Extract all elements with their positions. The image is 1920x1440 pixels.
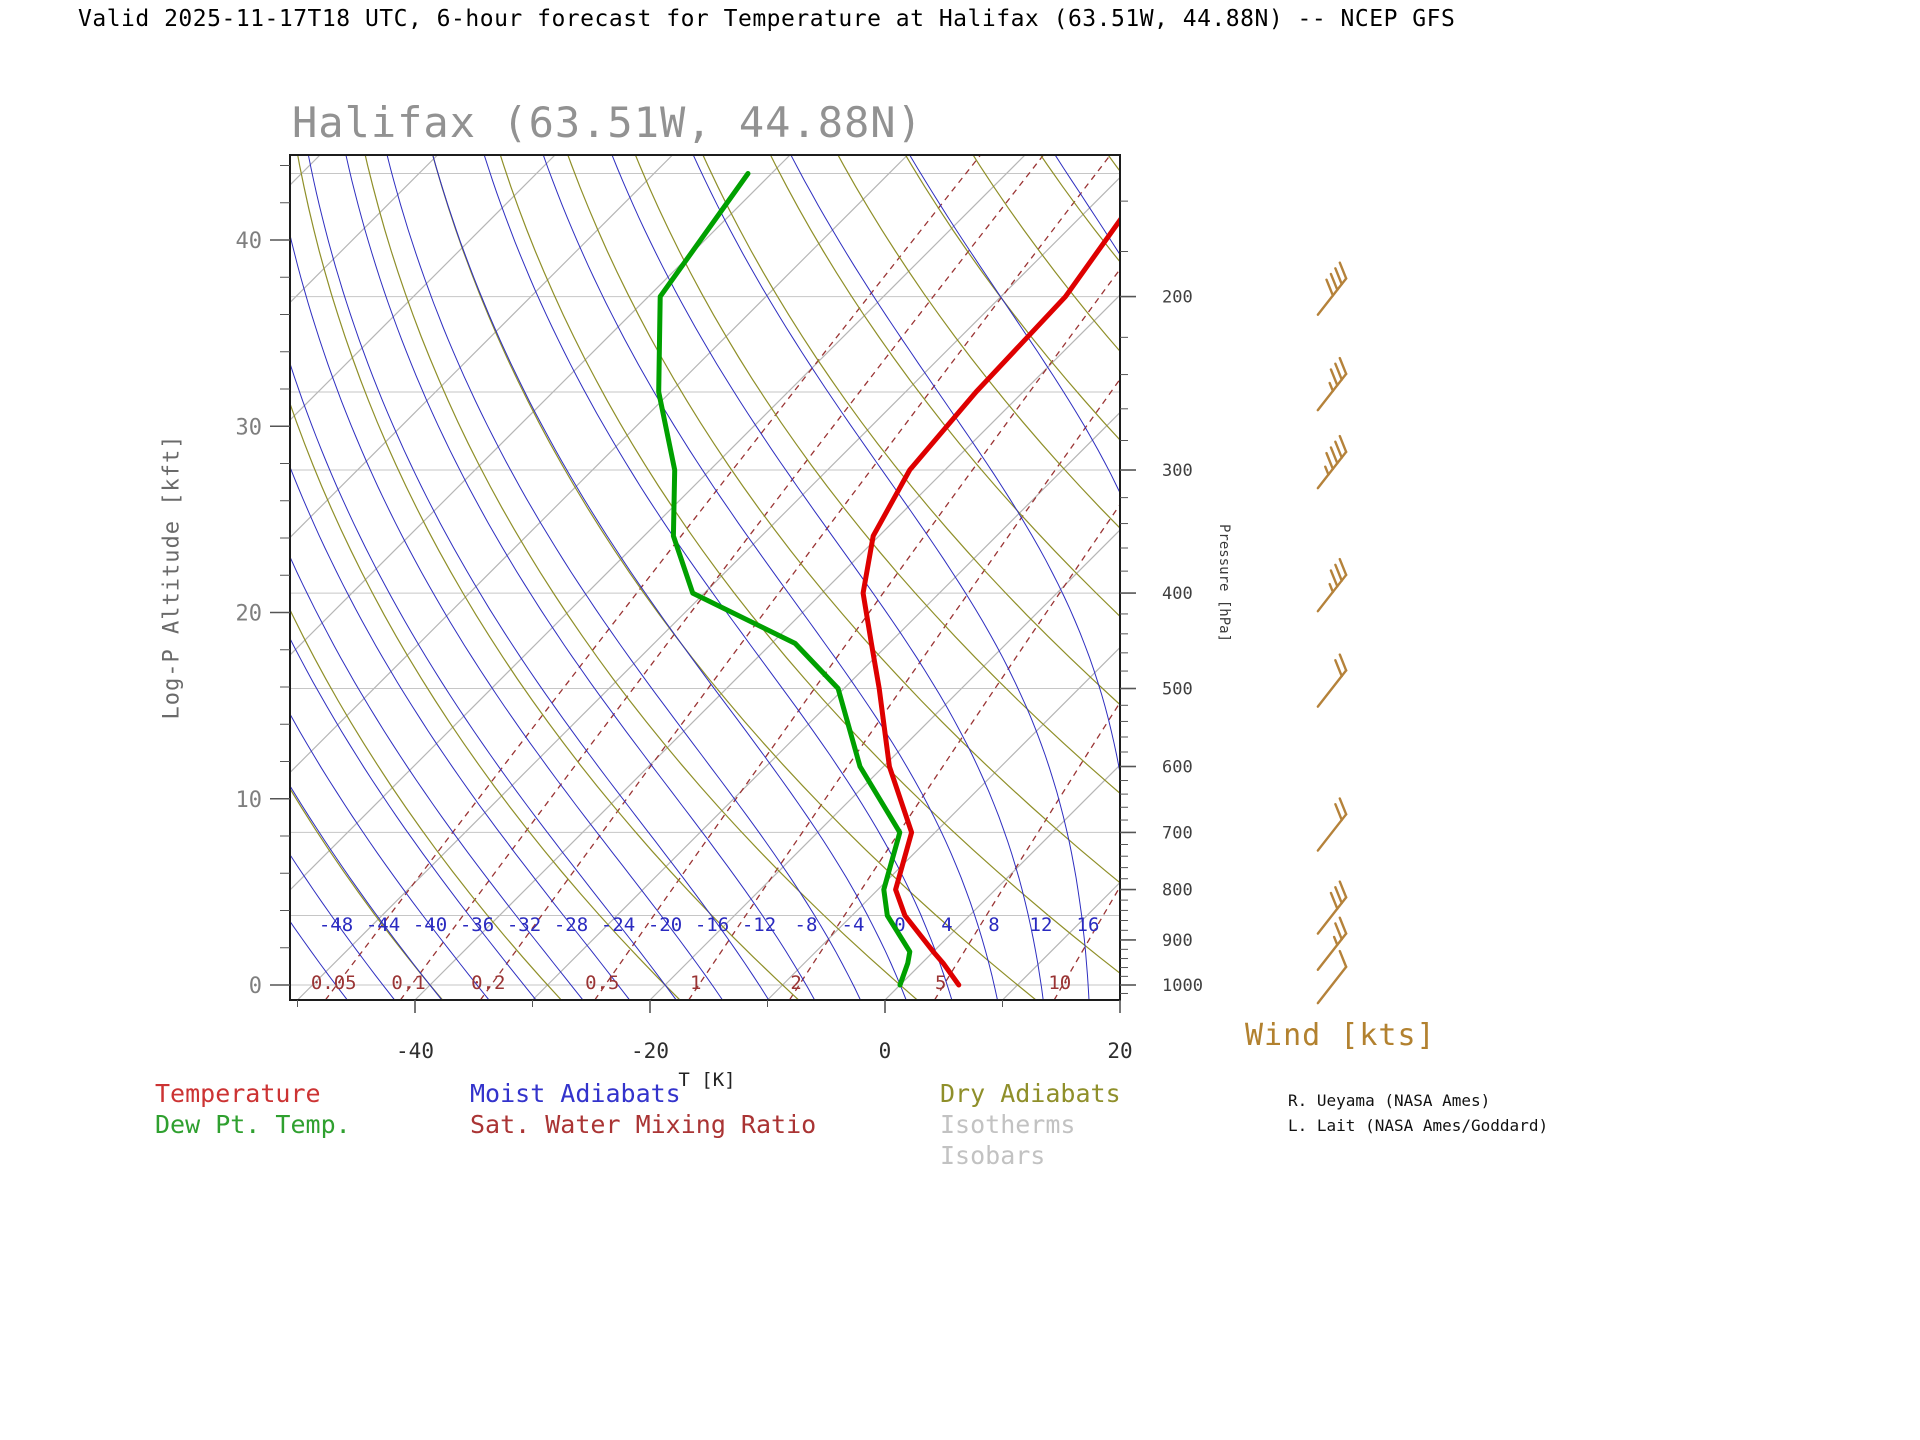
legend-mixing-ratio: Sat. Water Mixing Ratio (470, 1110, 817, 1139)
credits-block: R. Ueyama (NASA Ames) L. Lait (NASA Ames… (1288, 1088, 1548, 1138)
credit-line-1: R. Ueyama (NASA Ames) (1288, 1091, 1491, 1110)
svg-text:0.05: 0.05 (311, 972, 357, 994)
axes-group: 0102030402003004005006007008009001000-40… (236, 154, 1203, 1063)
y-axis-label-pressure: Pressure [hPa] (1216, 523, 1232, 643)
svg-text:200: 200 (1162, 288, 1193, 308)
wind-barb (1316, 557, 1348, 613)
svg-text:0.2: 0.2 (471, 972, 505, 994)
wind-barb (1316, 916, 1348, 971)
background-lines (290, 155, 1120, 1000)
svg-text:4: 4 (941, 914, 952, 936)
svg-text:-32: -32 (507, 914, 541, 936)
wind-kts-label: Wind [kts] (1245, 1018, 1436, 1053)
svg-text:16: 16 (1077, 914, 1100, 936)
svg-text:1000: 1000 (1162, 976, 1203, 996)
legend-isobars: Isobars (940, 1141, 1046, 1170)
svg-text:0: 0 (249, 974, 262, 999)
legend-column-moist: Moist Adiabats Sat. Water Mixing Ratio (470, 1078, 816, 1140)
temperature-line (860, 215, 1120, 988)
svg-text:-8: -8 (795, 914, 818, 936)
svg-text:8: 8 (988, 914, 999, 936)
inplot-labels: -48 -44 -40 -36 -32 -28 -24 -20 -16 -12 -8 -4 0 4 8 12 1… (311, 914, 1100, 994)
svg-text:12: 12 (1030, 914, 1053, 936)
wind-barb (1316, 356, 1348, 412)
wind-barb (1316, 434, 1348, 490)
legend-dewpoint: Dew Pt. Temp. (155, 1110, 351, 1139)
svg-text:900: 900 (1162, 931, 1193, 951)
svg-text:2: 2 (790, 972, 801, 994)
svg-text:-36: -36 (460, 914, 494, 936)
sounding-profiles (656, 171, 1120, 988)
legend-temperature: Temperature (155, 1079, 321, 1108)
svg-text:20: 20 (236, 602, 263, 627)
svg-text:-24: -24 (601, 914, 635, 936)
svg-text:5: 5 (935, 972, 946, 994)
svg-text:-40: -40 (396, 1039, 434, 1063)
dewpoint-line (656, 171, 913, 988)
svg-text:-44: -44 (366, 914, 400, 936)
x-axis-label-temperature: T [K] (678, 1069, 736, 1091)
station-title: Halifax (63.51W, 44.88N) (292, 98, 923, 147)
svg-text:10: 10 (236, 788, 263, 813)
svg-text:-48: -48 (319, 914, 353, 936)
valid-time-title: Valid 2025-11-17T18 UTC, 6-hour forecast… (78, 6, 1456, 32)
svg-text:-16: -16 (695, 914, 729, 936)
svg-text:0: 0 (894, 914, 905, 936)
wind-barb (1316, 653, 1348, 708)
legend-column-dry: Dry Adiabats Isotherms Isobars (940, 1078, 1121, 1171)
svg-text:-4: -4 (842, 914, 865, 936)
legend-moist-adiabats: Moist Adiabats (470, 1079, 681, 1108)
y-axis-label-altitude: Log-P Altitude [kft] (159, 434, 185, 720)
svg-text:40: 40 (236, 229, 263, 254)
svg-text:400: 400 (1162, 584, 1193, 604)
legend-dry-adiabats: Dry Adiabats (940, 1079, 1121, 1108)
wind-barb (1316, 949, 1348, 1005)
legend-column-profiles: Temperature Dew Pt. Temp. (155, 1078, 351, 1140)
svg-text:600: 600 (1162, 757, 1193, 777)
svg-text:-20: -20 (648, 914, 682, 936)
moist-adiabats-group (290, 155, 1120, 1000)
svg-text:-28: -28 (554, 914, 588, 936)
svg-text:800: 800 (1162, 881, 1193, 901)
svg-text:-40: -40 (413, 914, 447, 936)
svg-text:0.5: 0.5 (585, 972, 619, 994)
svg-text:10: 10 (1048, 972, 1071, 994)
svg-text:0.1: 0.1 (391, 972, 425, 994)
svg-text:30: 30 (236, 415, 263, 440)
svg-text:-12: -12 (742, 914, 776, 936)
svg-text:1: 1 (690, 972, 701, 994)
wind-barbs-group (1316, 261, 1348, 1005)
svg-text:500: 500 (1162, 680, 1193, 700)
wind-barb (1316, 261, 1348, 316)
wind-barb (1316, 880, 1348, 935)
mixing-ratio-group (324, 155, 1120, 1000)
credit-line-2: L. Lait (NASA Ames/Goddard) (1288, 1116, 1549, 1135)
svg-text:-20: -20 (631, 1039, 669, 1063)
wind-barb (1316, 797, 1348, 852)
legend-isotherms: Isotherms (940, 1110, 1076, 1139)
svg-text:20: 20 (1107, 1039, 1132, 1063)
svg-text:0: 0 (879, 1039, 892, 1063)
dry-adiabats-group (290, 155, 1120, 1000)
svg-text:700: 700 (1162, 823, 1193, 843)
svg-text:300: 300 (1162, 461, 1193, 481)
